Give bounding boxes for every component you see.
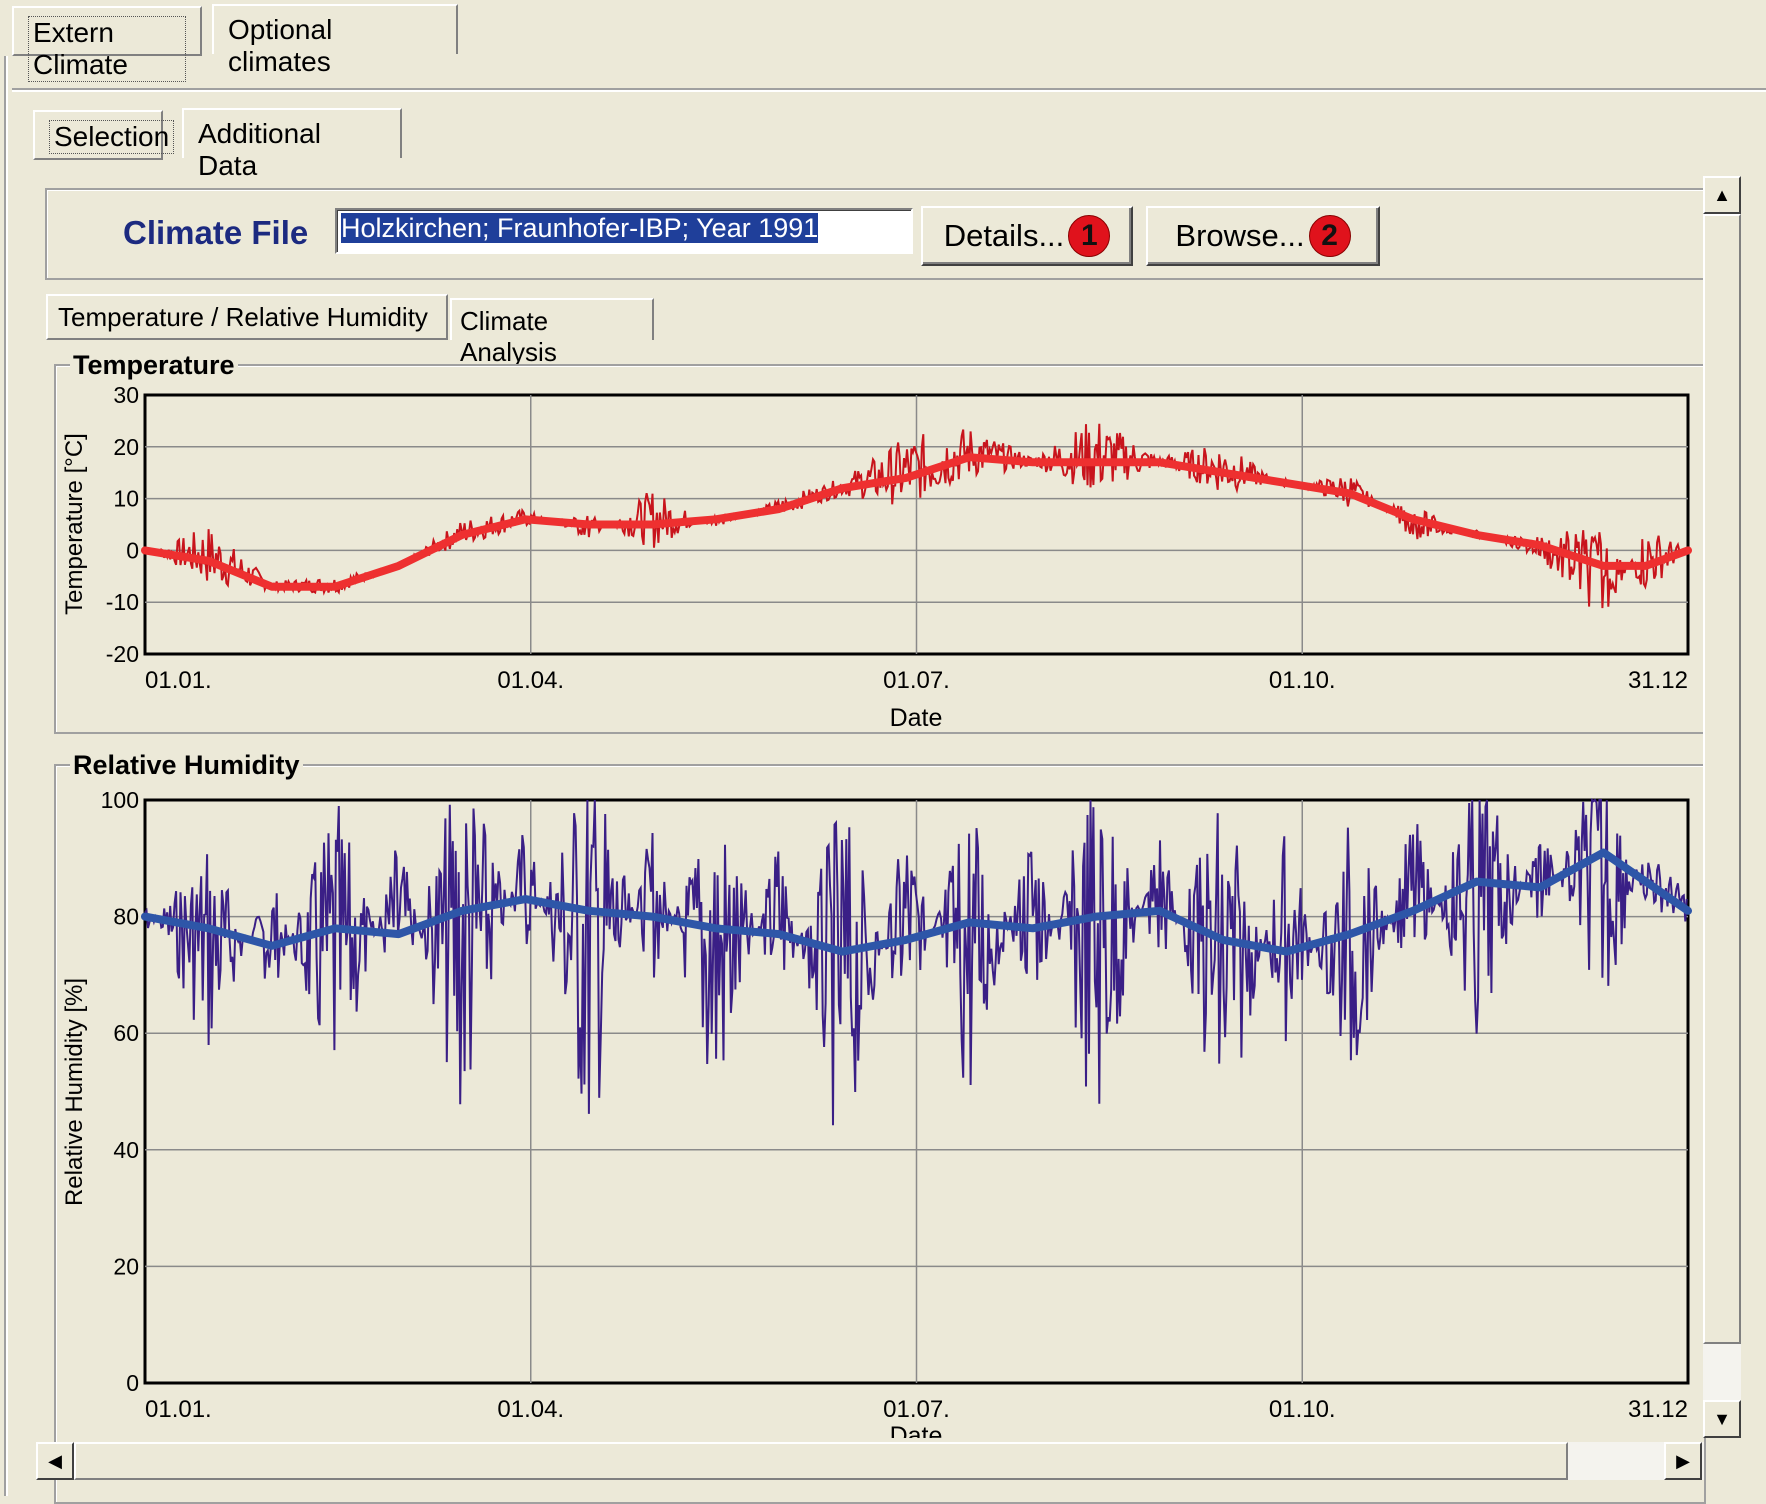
tab-temperature-humidity[interactable]: Temperature / Relative Humidity	[46, 294, 448, 340]
tab-additional-data[interactable]: Additional Data	[182, 108, 402, 181]
mean-series-line	[141, 848, 1692, 956]
scroll-right-button[interactable]: ▶	[1664, 1442, 1702, 1480]
y-tick-label: -10	[106, 589, 139, 615]
x-tick-label: 01.10.	[1269, 667, 1336, 694]
y-tick-label: 100	[101, 787, 139, 813]
humidity-title: Relative Humidity	[70, 750, 303, 781]
details-badge: 1	[1068, 215, 1111, 257]
y-tick-label: 0	[126, 537, 139, 563]
humidity-series	[141, 797, 1692, 1126]
left-border	[4, 56, 8, 1496]
x-tick-label: 31.12	[1628, 667, 1688, 694]
arrow-right-icon: ▶	[1676, 1450, 1690, 1471]
temperature-y-ticks: 30 20 10 0 -10 -20	[106, 382, 139, 667]
tab-label: Extern Climate	[28, 16, 186, 82]
arrow-up-icon: ▲	[1713, 184, 1731, 205]
scroll-left-button[interactable]: ◀	[36, 1442, 74, 1480]
x-tick-label: 01.07.	[883, 667, 950, 694]
humidity-gridlines	[145, 800, 1688, 1383]
details-button[interactable]: Details... 1	[921, 206, 1133, 266]
temperature-x-ticks: 01.01. 01.04. 01.07. 01.10. 31.12	[145, 667, 1688, 694]
scroll-down-button[interactable]: ▼	[1703, 1400, 1741, 1438]
y-tick-label: 20	[113, 1253, 139, 1279]
tab-divider	[12, 88, 1766, 92]
y-tick-label: 40	[113, 1137, 139, 1163]
tab-optional-climates[interactable]: Optional climates	[212, 4, 458, 77]
temperature-chart: 30 20 10 0 -10 -20 01.01. 01.04. 01.07. 01.10. 31…	[61, 382, 1692, 732]
tab-label: Selection	[49, 120, 175, 154]
humidity-x-ticks: 01.01. 01.04. 01.07. 01.10. 31.12	[145, 1396, 1688, 1423]
tab-label: Temperature / Relative Humidity	[58, 302, 428, 332]
x-tick-label: 01.04.	[497, 1396, 564, 1423]
humidity-x-label: Date	[890, 1422, 943, 1438]
climate-file-value: Holzkirchen; Fraunhofer-IBP; Year 1991	[341, 213, 819, 243]
x-tick-label: 01.01.	[145, 1396, 212, 1423]
x-tick-label: 01.04.	[497, 667, 564, 694]
x-tick-label: 01.07.	[883, 1396, 950, 1423]
tab-selection[interactable]: Selection	[33, 110, 175, 160]
temperature-series	[141, 423, 1692, 609]
tab-climate-analysis[interactable]: Climate Analysis	[450, 298, 654, 367]
x-tick-label: 01.10.	[1269, 1396, 1336, 1423]
browse-label: Browse...	[1175, 218, 1305, 253]
humidity-chart: 100 80 60 40 20 0 01.01. 01.04. 01.07. 01.10. 31.…	[61, 787, 1692, 1438]
y-tick-label: -20	[106, 641, 139, 667]
y-tick-label: 60	[113, 1020, 139, 1046]
horizontal-scroll-thumb[interactable]	[74, 1442, 1568, 1480]
humidity-y-label: Relative Humidity [%]	[61, 978, 88, 1206]
temperature-x-label: Date	[890, 704, 943, 732]
scroll-up-button[interactable]: ▲	[1703, 176, 1741, 214]
arrow-left-icon: ◀	[48, 1450, 62, 1471]
y-tick-label: 0	[126, 1370, 139, 1396]
arrow-down-icon: ▼	[1713, 1408, 1731, 1429]
temperature-title: Temperature	[70, 350, 238, 381]
browse-badge: 2	[1308, 215, 1351, 257]
climate-file-label: Climate File	[123, 214, 309, 251]
mean-series-line	[141, 453, 1692, 591]
y-tick-label: 20	[113, 434, 139, 460]
y-tick-label: 80	[113, 904, 139, 930]
y-tick-label: 30	[113, 382, 139, 408]
tab-extern-climate[interactable]: Extern Climate	[12, 6, 202, 82]
details-label: Details...	[943, 218, 1065, 253]
y-tick-label: 10	[113, 486, 139, 512]
tab-label: Optional climates	[228, 14, 333, 77]
tab-label: Climate Analysis	[460, 306, 557, 367]
browse-button[interactable]: Browse... 2	[1146, 206, 1380, 266]
x-tick-label: 31.12	[1628, 1396, 1688, 1423]
temperature-y-label: Temperature [°C]	[61, 433, 88, 615]
tab-label: Additional Data	[198, 118, 321, 181]
x-tick-label: 01.01.	[145, 667, 212, 694]
humidity-y-ticks: 100 80 60 40 20 0	[101, 787, 139, 1396]
temperature-gridlines	[145, 395, 1688, 654]
vertical-scroll-thumb[interactable]	[1703, 214, 1741, 1344]
climate-file-input[interactable]: Holzkirchen; Fraunhofer-IBP; Year 1991	[335, 208, 913, 254]
